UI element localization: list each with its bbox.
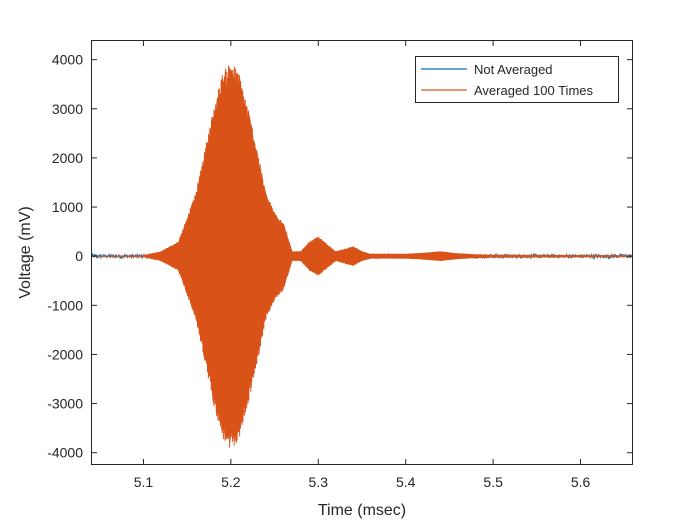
x-tick-label: 5.5	[483, 474, 503, 490]
y-tick-label: -4000	[47, 445, 83, 461]
y-tick-label: 1000	[52, 199, 83, 215]
legend-label-not-averaged: Not Averaged	[474, 62, 553, 77]
y-tick-label: -1000	[47, 297, 83, 313]
x-tick-label: 5.2	[221, 474, 241, 490]
y-axis-title: Voltage (mV)	[17, 206, 34, 298]
y-tick-label: 3000	[52, 101, 83, 117]
plot-frame	[91, 40, 633, 465]
y-tick-label: 2000	[52, 150, 83, 166]
x-tick-label: 5.4	[396, 474, 416, 490]
y-tick-label: -2000	[47, 346, 83, 362]
y-tick-label: 0	[75, 248, 83, 264]
y-tick-label: 4000	[52, 52, 83, 68]
x-tick-label: 5.6	[571, 474, 591, 490]
legend[interactable]: Not Averaged Averaged 100 Times	[415, 56, 619, 103]
x-tick-label: 5.1	[134, 474, 154, 490]
x-axis-title: Time (msec)	[318, 502, 406, 519]
series-layer	[91, 65, 633, 448]
x-axis: 5.1 5.2 5.3 5.4 5.5 5.6	[134, 40, 591, 490]
y-tick-label: -3000	[47, 396, 83, 412]
x-tick-label: 5.3	[309, 474, 329, 490]
y-axis: -4000 -3000 -2000 -1000 0 1000 2000 3000 4000	[47, 52, 633, 461]
series-line-averaged	[91, 65, 633, 448]
legend-label-averaged: Averaged 100 Times	[474, 83, 593, 98]
legend-box	[415, 56, 619, 103]
